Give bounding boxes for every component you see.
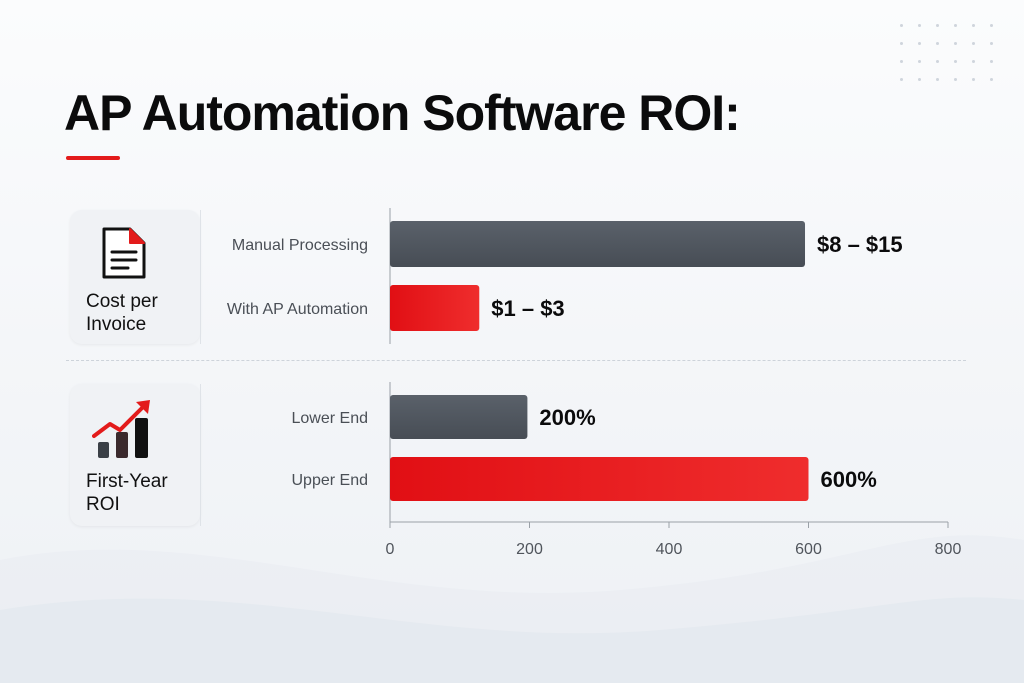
category-label: Upper End	[292, 472, 369, 489]
data-label: $8 – $15	[817, 232, 903, 257]
decorative-dot-grid	[900, 24, 1008, 96]
bar	[390, 395, 528, 439]
cost-per-invoice-label: Cost per Invoice	[86, 291, 158, 335]
card-divider	[200, 210, 201, 344]
x-tick-label: 800	[935, 541, 962, 558]
x-tick-label: 200	[516, 541, 543, 558]
title-underline	[66, 156, 120, 160]
page-title: AP Automation Software ROI:	[64, 85, 741, 141]
bar	[390, 285, 480, 331]
x-tick-label: 400	[656, 541, 683, 558]
category-label: Lower End	[292, 410, 369, 427]
data-label: 600%	[821, 467, 877, 492]
first-year-roi-card: First-Year ROI	[70, 384, 200, 526]
first-year-roi-label: First-Year ROI	[86, 471, 168, 515]
growth-chart-icon	[92, 400, 150, 458]
data-label: 200%	[539, 405, 595, 430]
card-divider	[200, 384, 201, 526]
x-tick-label: 600	[795, 541, 822, 558]
document-icon	[102, 227, 146, 279]
section-divider	[66, 360, 966, 361]
bar	[390, 457, 809, 501]
category-label: With AP Automation	[227, 301, 368, 318]
data-label: $1 – $3	[491, 296, 564, 321]
category-label: Manual Processing	[232, 237, 368, 254]
bar	[390, 221, 806, 267]
x-tick-label: 0	[386, 541, 395, 558]
cost-per-invoice-card: Cost per Invoice	[70, 210, 200, 344]
